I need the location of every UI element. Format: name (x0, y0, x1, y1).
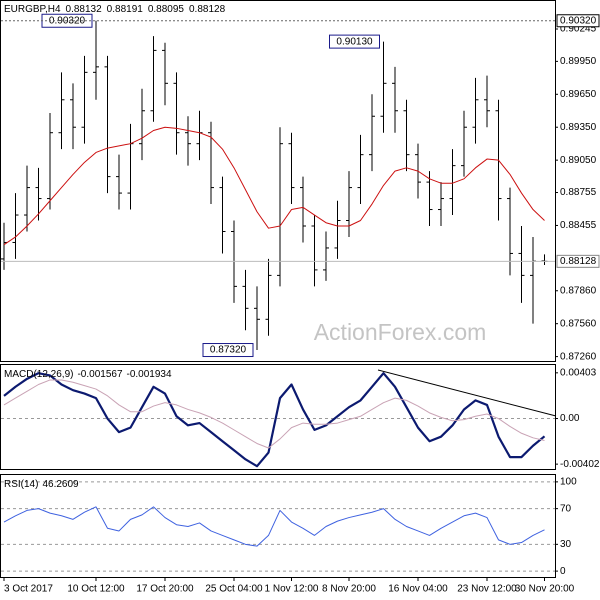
x-tick-label: 17 Oct 20:00 (136, 584, 194, 595)
y-tick-label: 0.87260 (560, 351, 597, 362)
series-line (3, 506, 545, 547)
indicator-value: -0.001567 (77, 369, 122, 380)
trend-line (377, 369, 557, 417)
series-line (3, 379, 545, 449)
y-tick-label: 0.90245 (560, 24, 597, 35)
y-tick-label: 70 (560, 503, 572, 514)
series-line (3, 126, 545, 246)
x-tick-label: 8 Nov 20:00 (322, 584, 376, 595)
high-box (556, 14, 600, 28)
y-tick-label: 0.00 (560, 413, 580, 424)
y-tick-label: 100 (560, 477, 577, 488)
annotation-label: 0.90130 (336, 36, 373, 47)
series-line (3, 372, 546, 468)
indicator-name: MACD(12,26,9) (4, 369, 73, 380)
watermark: ActionForex.com (314, 319, 487, 345)
last-price-box (556, 254, 600, 268)
header-open: 0.88132 (66, 4, 103, 15)
y-tick-label: 0.87560 (560, 318, 597, 329)
x-tick-label: 25 Oct 04:00 (205, 584, 263, 595)
y-tick-label: 0.89050 (560, 155, 597, 166)
y-tick-label: 0.88755 (560, 187, 597, 198)
indicator-name: RSI(14) (4, 479, 38, 490)
y-tick-label: 0.89350 (560, 122, 597, 133)
last-price-label: 0.88128 (560, 256, 597, 267)
panel-header: MACD(12,26,9) -0.001567 -0.001934 (4, 369, 172, 380)
header-low: 0.88095 (148, 4, 185, 15)
x-tick-label: 23 Nov 12:00 (457, 584, 517, 595)
x-tick-label: 16 Nov 04:00 (388, 584, 448, 595)
indicator-value: -0.001934 (127, 369, 172, 380)
panel-header: RSI(14) 46.2609 (4, 479, 79, 490)
x-tick-label: 30 Nov 20:00 (515, 584, 575, 595)
x-tick-label: 3 Oct 2017 (4, 584, 53, 595)
annotation-label: 0.87320 (210, 345, 247, 356)
rsi-panel (0, 474, 556, 578)
y-tick-label: 0 (560, 566, 566, 577)
x-tick-label: 10 Oct 12:00 (67, 584, 125, 595)
annotation-box (329, 34, 380, 49)
annotation-label: 0.90320 (49, 15, 86, 26)
y-tick-label: 0.00403 (560, 367, 597, 378)
macd-panel (0, 364, 556, 470)
y-tick-label: 0.88455 (560, 220, 597, 231)
symbol: EURGBP,H4 (4, 4, 61, 15)
chart-header: EURGBP,H4 0.88132 0.88191 0.88095 0.88128 (4, 4, 226, 15)
indicator-value: 46.2609 (42, 479, 79, 490)
annotation-box (202, 343, 254, 358)
y-tick-label: 30 (560, 539, 572, 550)
high-label: 0.90320 (560, 15, 597, 26)
header-close: 0.88128 (189, 4, 226, 15)
price-panel (0, 0, 556, 362)
y-tick-label: 0.89650 (560, 89, 597, 100)
header-high: 0.88191 (107, 4, 144, 15)
y-tick-label: 0.87860 (560, 285, 597, 296)
y-tick-label: -0.004021 (560, 459, 600, 470)
y-tick-label: 0.89950 (560, 56, 597, 67)
x-tick-label: 1 Nov 12:00 (265, 584, 319, 595)
